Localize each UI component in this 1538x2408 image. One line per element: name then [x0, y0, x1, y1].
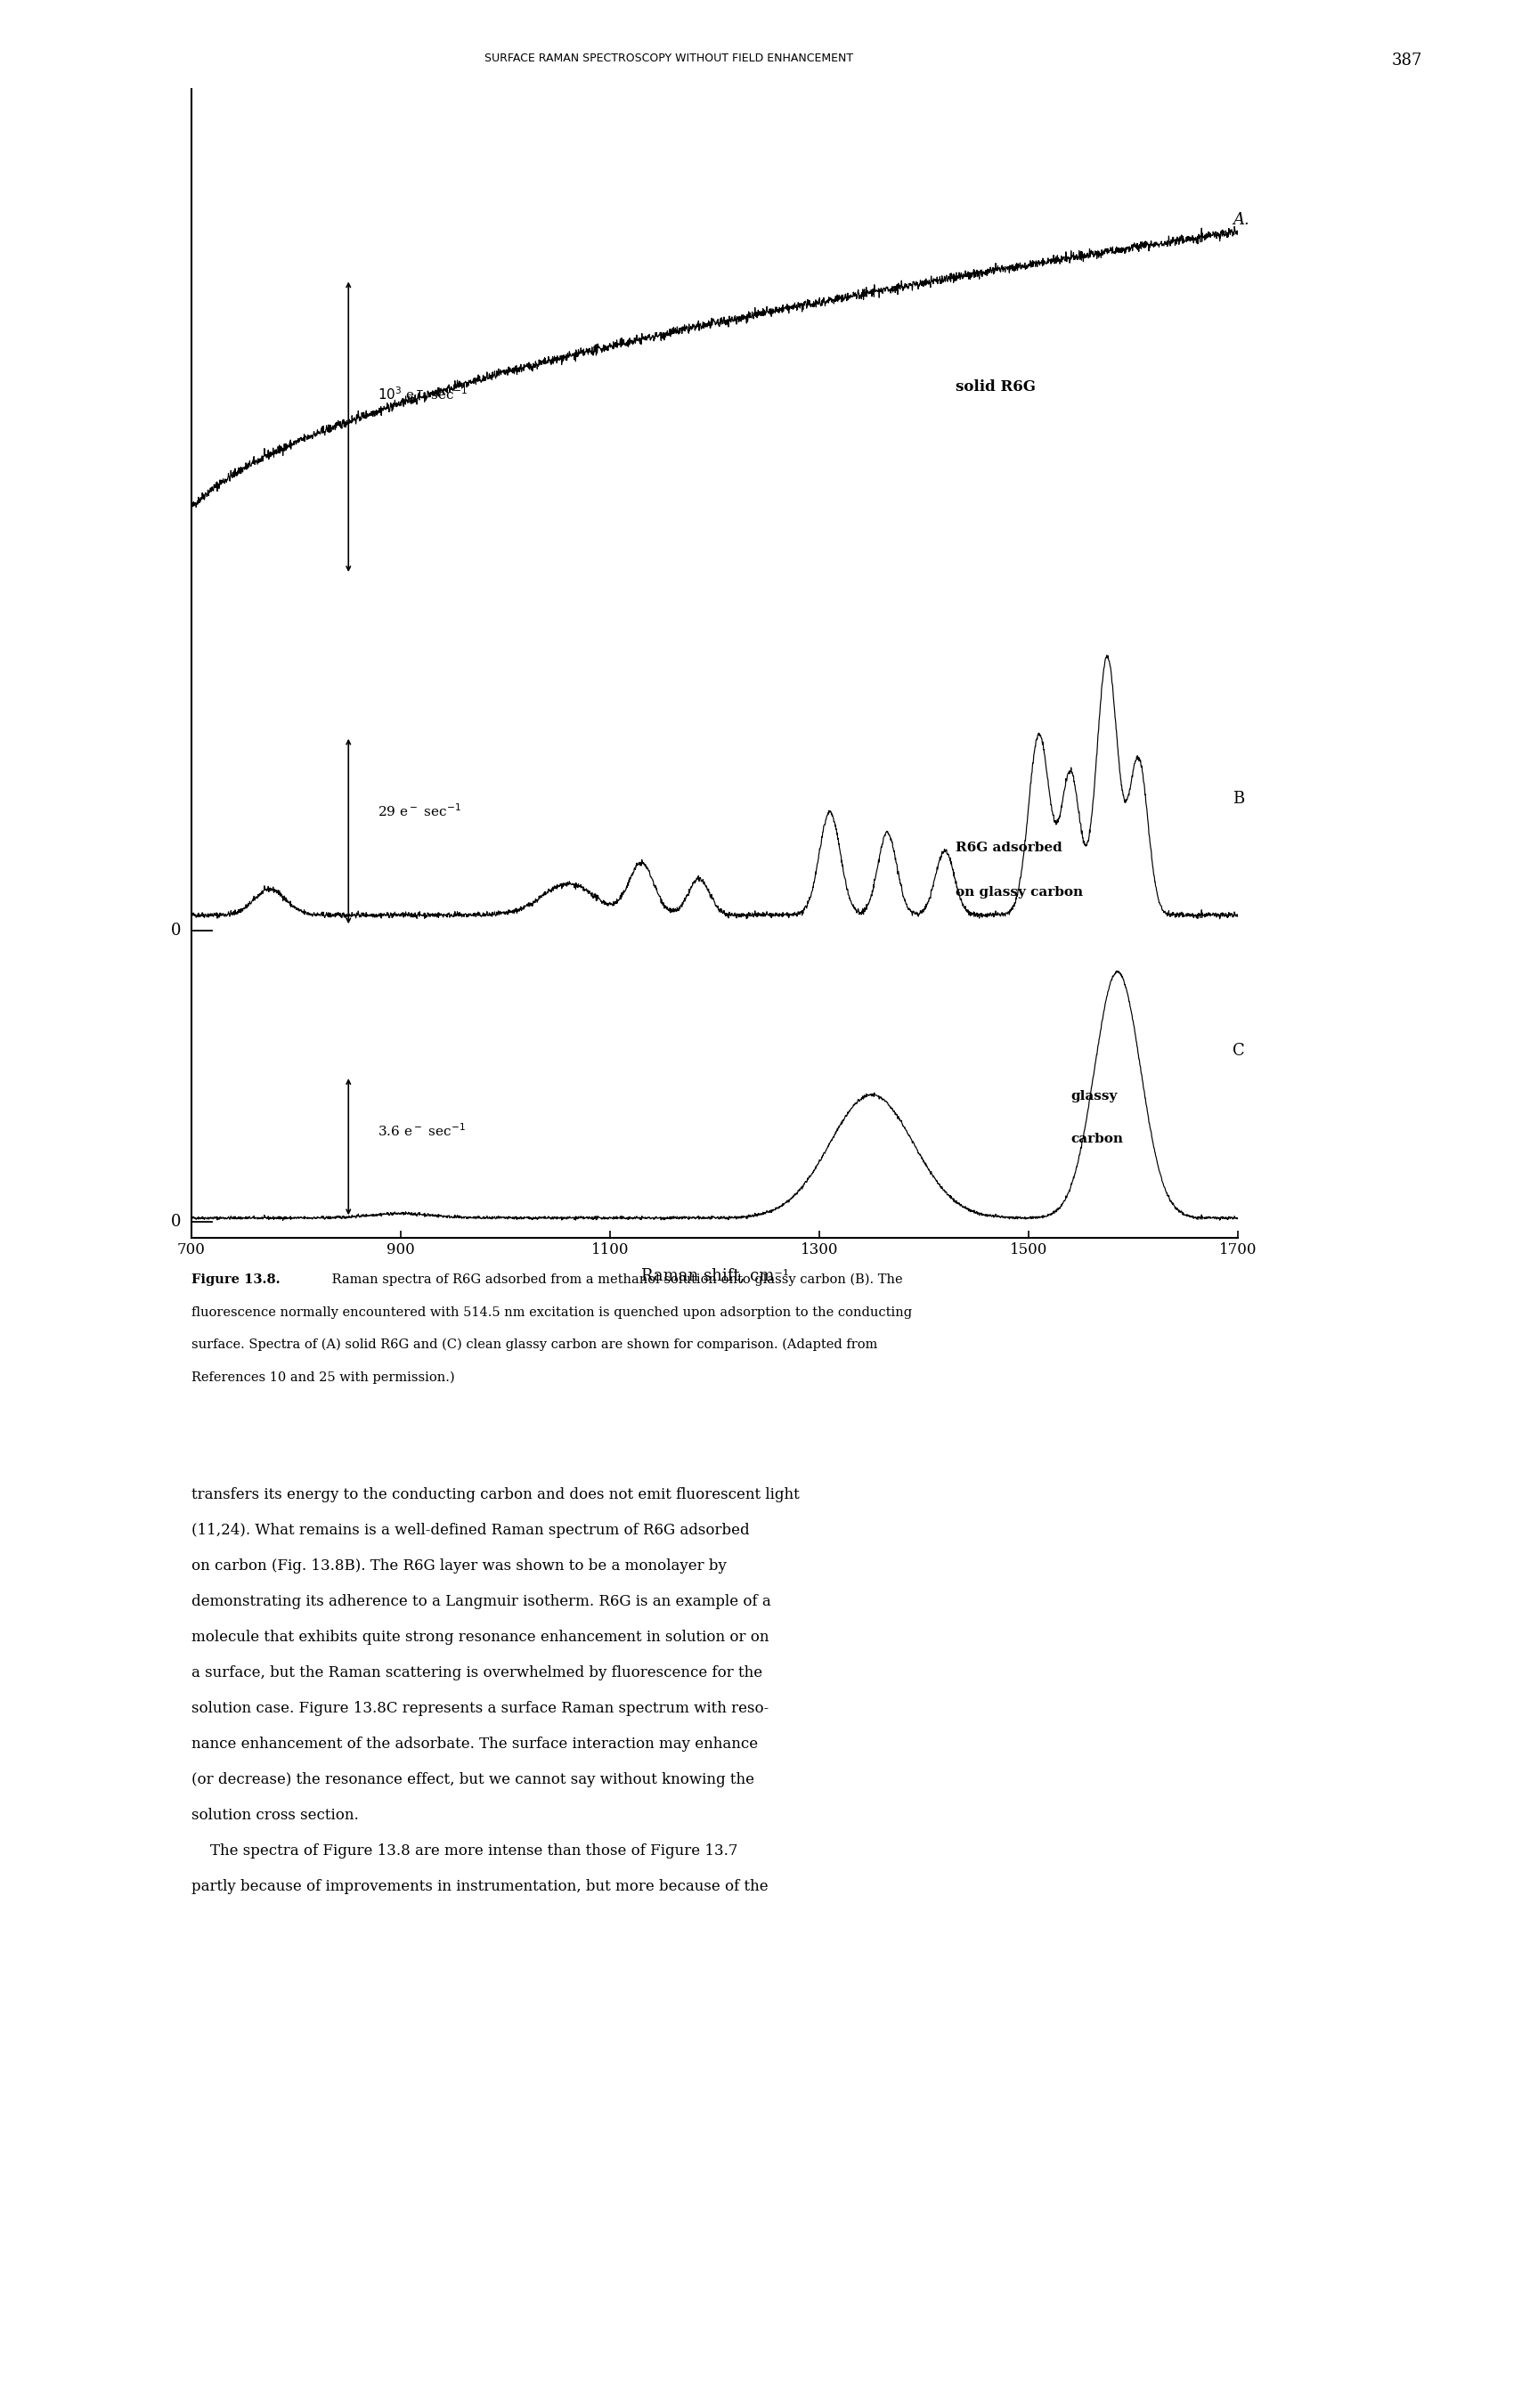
Text: SURFACE RAMAN SPECTROSCOPY WITHOUT FIELD ENHANCEMENT: SURFACE RAMAN SPECTROSCOPY WITHOUT FIELD…	[484, 53, 854, 65]
Text: solution cross section.: solution cross section.	[191, 1808, 358, 1823]
Text: R6G adsorbed: R6G adsorbed	[955, 843, 1063, 855]
Text: on glassy carbon: on glassy carbon	[955, 886, 1083, 898]
Text: solution case. Figure 13.8C represents a surface Raman spectrum with reso-: solution case. Figure 13.8C represents a…	[191, 1700, 769, 1717]
Text: (or decrease) the resonance effect, but we cannot say without knowing the: (or decrease) the resonance effect, but …	[191, 1772, 754, 1787]
Text: C: C	[1232, 1043, 1244, 1060]
Text: B: B	[1232, 790, 1244, 807]
Text: surface. Spectra of (A) solid R6G and (C) clean glassy carbon are shown for comp: surface. Spectra of (A) solid R6G and (C…	[191, 1339, 878, 1351]
Text: 3.6 e$^-$ sec$^{-1}$: 3.6 e$^-$ sec$^{-1}$	[378, 1122, 466, 1139]
Text: transfers its energy to the conducting carbon and does not emit fluorescent ligh: transfers its energy to the conducting c…	[191, 1488, 800, 1503]
Text: A.: A.	[1232, 212, 1249, 229]
Text: fluorescence normally encountered with 514.5 nm excitation is quenched upon adso: fluorescence normally encountered with 5…	[191, 1305, 912, 1320]
Text: solid R6G: solid R6G	[955, 378, 1035, 395]
Text: (11,24). What remains is a well-defined Raman spectrum of R6G adsorbed: (11,24). What remains is a well-defined …	[191, 1522, 749, 1539]
Text: 387: 387	[1392, 53, 1423, 70]
Text: 29 e$^-$ sec$^{-1}$: 29 e$^-$ sec$^{-1}$	[378, 802, 461, 819]
Text: nance enhancement of the adsorbate. The surface interaction may enhance: nance enhancement of the adsorbate. The …	[191, 1736, 758, 1751]
Text: Figure 13.8.: Figure 13.8.	[191, 1274, 280, 1286]
Text: 0: 0	[171, 1214, 181, 1230]
Text: molecule that exhibits quite strong resonance enhancement in solution or on: molecule that exhibits quite strong reso…	[191, 1630, 769, 1645]
Text: demonstrating its adherence to a Langmuir isotherm. R6G is an example of a: demonstrating its adherence to a Langmui…	[191, 1594, 771, 1609]
Text: carbon: carbon	[1070, 1132, 1123, 1146]
Text: on carbon (Fig. 13.8B). The R6G layer was shown to be a monolayer by: on carbon (Fig. 13.8B). The R6G layer wa…	[191, 1558, 726, 1572]
Text: 0: 0	[171, 922, 181, 939]
Text: Raman spectra of R6G adsorbed from a methanol solution onto glassy carbon (B). T: Raman spectra of R6G adsorbed from a met…	[328, 1274, 903, 1286]
Text: a surface, but the Raman scattering is overwhelmed by fluorescence for the: a surface, but the Raman scattering is o…	[191, 1666, 763, 1681]
Text: $10^3$ e$^-$ sec$^{-1}$: $10^3$ e$^-$ sec$^{-1}$	[378, 385, 468, 402]
Text: glassy: glassy	[1070, 1091, 1117, 1103]
Text: References 10 and 25 with permission.): References 10 and 25 with permission.)	[191, 1370, 455, 1385]
X-axis label: Raman shift, cm⁻¹: Raman shift, cm⁻¹	[641, 1267, 789, 1283]
Text: partly because of improvements in instrumentation, but more because of the: partly because of improvements in instru…	[191, 1878, 767, 1895]
Text: The spectra of Figure 13.8 are more intense than those of Figure 13.7: The spectra of Figure 13.8 are more inte…	[191, 1845, 738, 1859]
